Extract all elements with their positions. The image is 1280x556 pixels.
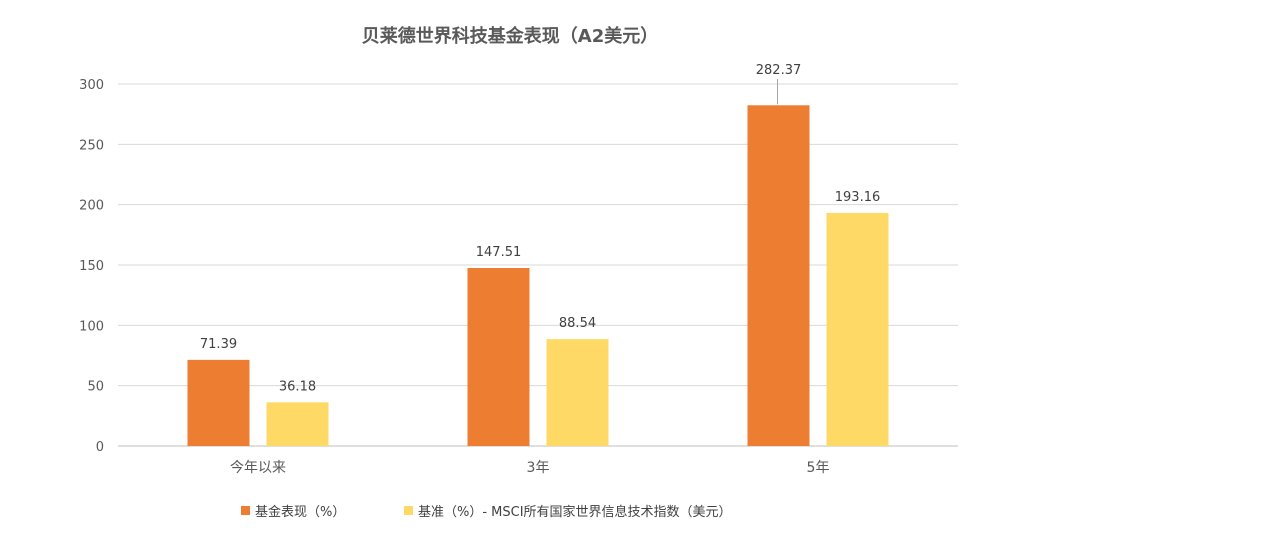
- bar-fund: [747, 105, 810, 447]
- legend: 基金表现（%） 基准（%）- MSCI所有国家世界信息技术指数（美元）: [241, 504, 732, 520]
- y-tick-label: 50: [87, 380, 104, 395]
- x-category-label: 今年以来: [230, 460, 286, 476]
- data-label: 282.37: [756, 63, 802, 78]
- bar-benchmark: [546, 339, 609, 446]
- data-label: 71.39: [200, 337, 237, 352]
- data-label: 147.51: [476, 245, 522, 260]
- chart-title: 贝莱德世界科技基金表现（A2美元）: [362, 25, 658, 47]
- legend-label: 基金表现（%）: [255, 504, 345, 520]
- bar-fund: [467, 268, 530, 446]
- y-tick-label: 150: [79, 259, 104, 274]
- gridlines: [118, 83, 958, 447]
- y-axis-ticks: 0 50 100 150 200 250 300: [79, 78, 104, 455]
- bar-fund: [187, 359, 250, 446]
- data-labels: 71.39 36.18 147.51 88.54 282.37 193.16: [200, 63, 880, 394]
- legend-label: 基准（%）- MSCI所有国家世界信息技术指数（美元）: [418, 504, 732, 520]
- y-tick-label: 200: [79, 199, 104, 214]
- x-axis-categories: 今年以来 3年 5年: [230, 460, 829, 476]
- y-tick-label: 250: [79, 138, 104, 153]
- data-label: 36.18: [279, 379, 316, 394]
- data-label: 193.16: [835, 190, 881, 205]
- bar-benchmark: [266, 402, 329, 446]
- y-tick-label: 100: [79, 319, 104, 334]
- legend-swatch: [404, 506, 413, 515]
- x-category-label: 5年: [807, 460, 830, 476]
- x-category-label: 3年: [527, 460, 550, 476]
- y-tick-label: 0: [96, 440, 104, 455]
- legend-swatch: [241, 506, 250, 515]
- bars: [187, 105, 889, 447]
- bar-benchmark: [826, 212, 889, 446]
- data-label: 88.54: [559, 316, 596, 331]
- y-tick-label: 300: [79, 78, 104, 93]
